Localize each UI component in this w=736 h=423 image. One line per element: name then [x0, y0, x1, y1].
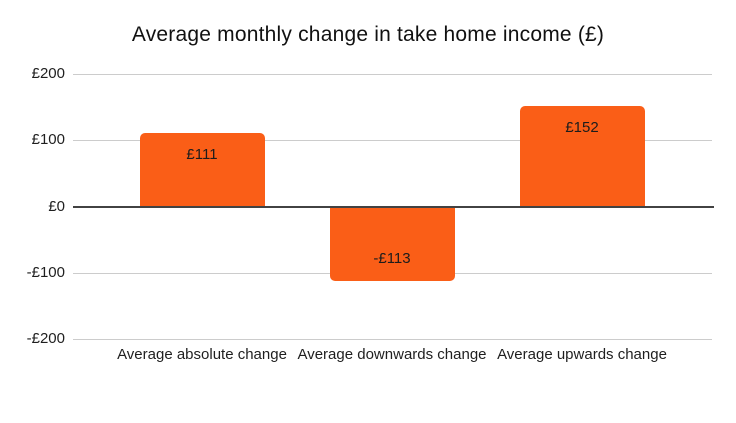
bar	[139, 132, 265, 207]
y-tick-label: £200	[31, 65, 65, 82]
y-tick-label: £0	[48, 197, 65, 215]
bar	[329, 206, 455, 282]
gridline	[73, 140, 712, 142]
gridline	[73, 74, 712, 75]
bar-value-label: -£113	[373, 250, 411, 268]
category-label: Average upwards change	[497, 346, 667, 363]
category-label: Average absolute change	[117, 346, 287, 363]
y-tick-label: -£100	[26, 263, 65, 281]
y-tick-label: -£200	[26, 330, 65, 347]
gridline	[73, 339, 712, 340]
bar-value-label: £152	[565, 118, 599, 136]
y-tick-label: £100	[31, 131, 65, 149]
zero-line	[73, 205, 714, 208]
bar-value-label: £111	[186, 145, 218, 163]
chart-title: Average monthly change in take home inco…	[131, 23, 605, 46]
bar	[519, 105, 645, 207]
category-label: Average downwards change	[297, 346, 487, 363]
